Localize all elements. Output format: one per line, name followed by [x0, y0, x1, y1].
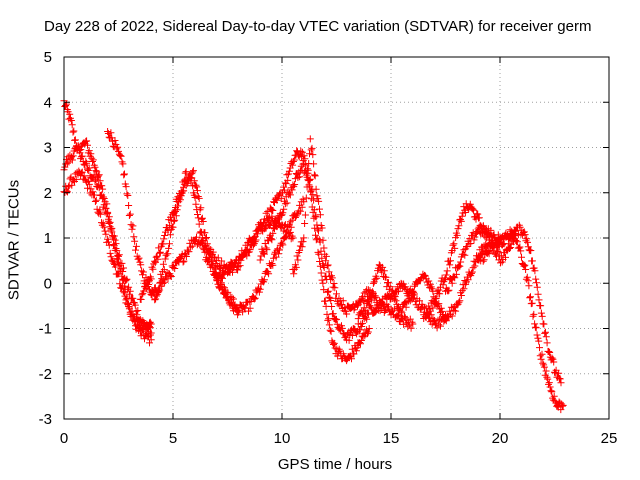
series-satellite-I [289, 135, 449, 332]
tick-labels: 0 5 10 15 20 25 -3 -2 -1 0 1 2 3 4 5 [39, 49, 618, 447]
x-tick-label: 0 [60, 430, 68, 447]
x-tick-label: 15 [383, 430, 400, 447]
data-markers [474, 227, 567, 414]
x-tick-label: 25 [601, 430, 618, 447]
series-satellite-H [256, 160, 417, 344]
y-tick-label: -1 [39, 321, 52, 338]
series-satellite-K [420, 200, 519, 322]
x-axis-label: GPS time / hours [277, 456, 393, 473]
y-tick-label: 5 [44, 49, 52, 66]
series-satellite-M [474, 227, 567, 414]
y-tick-label: -2 [39, 366, 52, 383]
tick-marks [63, 56, 610, 420]
y-tick-label: 2 [44, 185, 52, 202]
x-tick-label: 20 [492, 430, 509, 447]
y-tick-label: 0 [44, 275, 52, 292]
series-satellite-E [136, 167, 308, 319]
y-tick-label: -3 [39, 411, 52, 428]
y-tick-label: 3 [44, 140, 52, 157]
chart-title: Day 228 of 2022, Sidereal Day-to-day VTE… [44, 18, 592, 35]
y-tick-label: 4 [44, 94, 52, 111]
series-satellite-G [213, 147, 373, 365]
grid-lines [64, 57, 609, 419]
data-markers [136, 167, 308, 319]
x-tick-label: 10 [274, 430, 291, 447]
data-markers [213, 147, 373, 365]
data-markers [420, 200, 519, 322]
y-tick-label: 1 [44, 230, 52, 247]
data-markers [289, 135, 449, 332]
data-points [60, 97, 567, 414]
y-axis-label: SDTVAR / TECUs [5, 179, 23, 301]
data-markers [256, 160, 417, 344]
x-tick-label: 5 [169, 430, 177, 447]
